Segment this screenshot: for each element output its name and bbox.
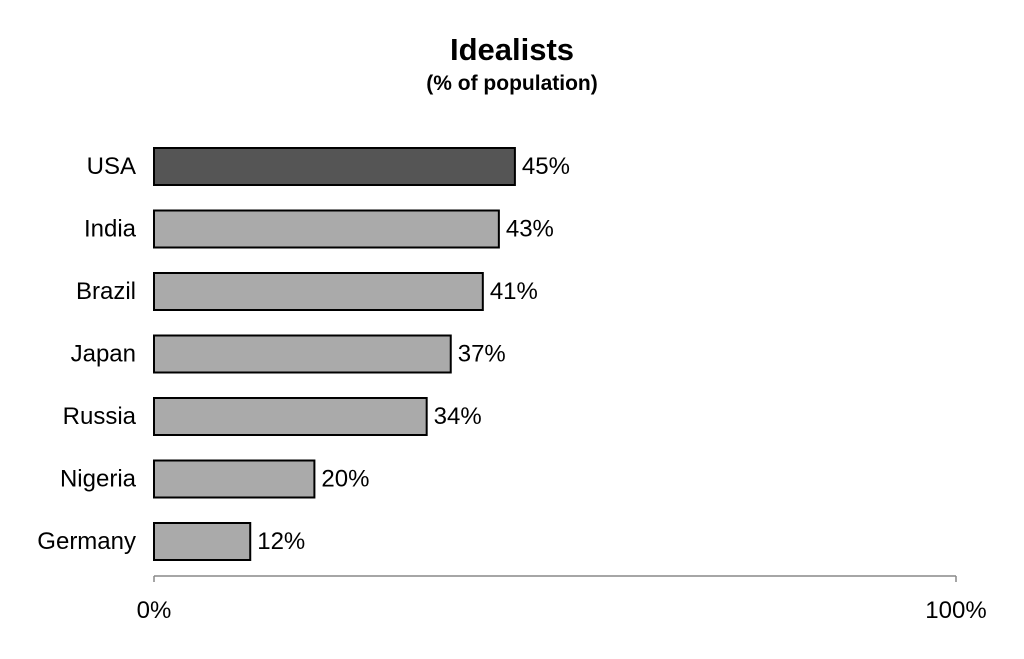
value-label-russia: 34% [434,403,482,430]
chart-title: Idealists [450,32,574,67]
category-label-nigeria: Nigeria [60,466,137,493]
bar-nigeria [153,459,316,499]
bar-russia [153,397,428,436]
category-label-usa: USA [87,153,136,180]
category-label-germany: Germany [37,528,136,555]
chart-subtitle: (% of population) [426,72,597,95]
bar-japan [153,334,452,374]
category-label-brazil: Brazil [76,278,136,305]
category-label-india: India [84,216,137,243]
value-label-nigeria: 20% [321,466,369,493]
value-label-brazil: 41% [490,278,538,305]
value-label-india: 43% [506,216,554,243]
x-tick-label-0: 0% [137,597,172,624]
value-label-japan: 37% [458,341,506,368]
value-label-germany: 12% [257,528,305,555]
x-axis: 0% 100% [137,575,987,624]
bars-layer: USA 45% India 43% Brazil 41% Japan 37% Russia 34%… [37,147,570,561]
value-label-usa: 45% [522,153,570,180]
x-tick-label-100: 100% [925,597,986,624]
bar-usa [153,147,516,186]
bar-brazil [153,272,484,311]
bar-germany [153,522,252,561]
category-label-japan: Japan [71,341,136,368]
category-label-russia: Russia [63,403,137,430]
bar-india [153,209,500,249]
